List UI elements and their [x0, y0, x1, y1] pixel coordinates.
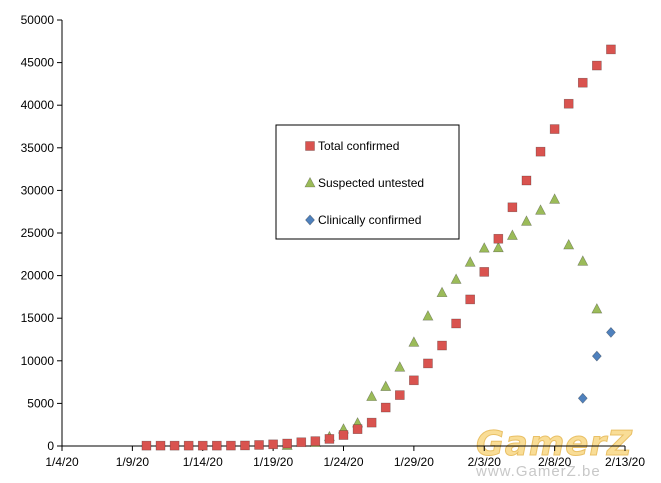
y-tick-label: 20000: [21, 269, 55, 283]
x-tick-label: 1/29/20: [394, 455, 434, 469]
data-point-square: [493, 233, 504, 244]
data-point-square: [183, 440, 194, 451]
data-point-square: [549, 124, 560, 134]
data-point-square: [282, 438, 293, 449]
y-tick-label: 10000: [21, 354, 55, 368]
data-point-square: [212, 440, 222, 451]
legend-marker-diamond: [305, 214, 315, 226]
y-tick-label: 45000: [21, 56, 55, 70]
data-point-square: [197, 440, 208, 451]
watermark-main: GamerZ: [476, 424, 633, 464]
data-point-square: [394, 390, 405, 400]
data-point-square: [169, 440, 180, 451]
data-point-triangle: [563, 238, 575, 250]
series-square: [141, 44, 616, 451]
y-tick-label: 40000: [21, 98, 55, 112]
x-tick-label: 1/19/20: [253, 455, 293, 469]
legend-label: Total confirmed: [318, 139, 399, 153]
data-point-square: [324, 434, 335, 444]
data-point-square: [423, 358, 433, 369]
data-point-square: [338, 430, 349, 440]
data-point-square: [352, 424, 363, 434]
x-tick-label: 1/9/20: [116, 455, 150, 469]
data-point-diamond: [577, 392, 588, 404]
x-tick-label: 2/8/20: [538, 455, 572, 469]
data-point-triangle: [478, 242, 490, 253]
data-point-triangle: [506, 229, 518, 240]
data-point-triangle: [408, 336, 420, 347]
x-tick-label: 2/13/20: [605, 455, 645, 469]
legend-marker-triangle: [304, 176, 316, 188]
data-point-square: [479, 267, 490, 277]
x-tick-label: 1/14/20: [183, 455, 223, 469]
data-point-square: [606, 44, 616, 55]
x-tick-label: 1/24/20: [323, 455, 363, 469]
y-tick-label: 15000: [21, 311, 55, 325]
data-point-square: [254, 440, 264, 450]
axes: 0 5000 10000 15000 20000 25000 30000 35000 40000…: [21, 13, 646, 469]
series-diamond: [577, 326, 616, 404]
data-point-diamond: [606, 326, 616, 338]
data-point-square: [592, 60, 602, 71]
y-tick-label: 35000: [21, 141, 55, 155]
data-point-square: [310, 436, 321, 446]
data-point-triangle: [577, 255, 589, 266]
y-tick-label: 5000: [27, 396, 54, 410]
data-point-triangle: [520, 215, 532, 226]
data-point-square: [268, 439, 278, 450]
y-tick-label: 50000: [21, 13, 55, 27]
data-point-triangle: [535, 204, 547, 215]
data-point-square: [141, 440, 152, 451]
data-point-square: [465, 294, 475, 305]
data-point-square: [451, 318, 461, 329]
data-point-square: [535, 146, 546, 157]
data-point-triangle: [492, 241, 504, 253]
legend-marker-square: [305, 141, 315, 151]
x-tick-label: 1/4/20: [45, 455, 79, 469]
data-point-square: [507, 202, 518, 213]
data-point-square: [240, 440, 250, 451]
watermark-sub: www.GamerZ.be: [475, 463, 601, 480]
data-point-triangle: [549, 193, 561, 204]
data-point-square: [577, 77, 588, 88]
data-point-triangle: [450, 273, 462, 284]
data-point-triangle: [591, 302, 603, 314]
data-point-square: [155, 440, 166, 451]
data-point-square: [409, 375, 419, 386]
data-point-square: [366, 417, 377, 428]
data-point-triangle: [464, 256, 476, 267]
data-point-triangle: [380, 380, 392, 391]
data-point-triangle: [436, 286, 448, 298]
data-point-square: [296, 437, 307, 448]
y-tick-label: 30000: [21, 183, 55, 197]
data-point-square: [563, 98, 574, 109]
data-point-triangle: [366, 390, 378, 401]
data-point-square: [521, 175, 532, 186]
data-point-square: [226, 440, 236, 451]
data-point-triangle: [394, 361, 406, 372]
data-marks: [141, 44, 616, 451]
legend-label: Suspected untested: [318, 176, 424, 190]
y-tick-label: 0: [47, 439, 54, 453]
legend-label: Clinically confirmed: [318, 213, 421, 227]
y-tick-label: 25000: [21, 226, 55, 240]
watermark: GamerZ www.GamerZ.be: [475, 424, 633, 481]
data-point-square: [437, 340, 447, 351]
data-point-triangle: [422, 310, 434, 321]
x-tick-label: 2/3/20: [468, 455, 502, 469]
data-point-diamond: [591, 350, 602, 362]
data-point-square: [380, 402, 391, 413]
legend: Total confirmed Suspected untested Clinica…: [275, 124, 460, 240]
